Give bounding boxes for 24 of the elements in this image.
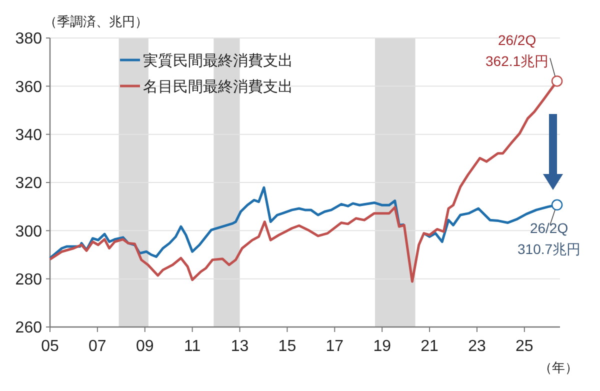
y-tick-label: 280 (15, 271, 42, 288)
y-axis-title: （季調済、兆円） (44, 14, 148, 29)
legend-label: 実質民間最終消費支出 (143, 52, 293, 70)
x-tick-label: 19 (373, 338, 392, 355)
x-tick-label: 11 (184, 338, 201, 355)
x-tick-label: 07 (88, 338, 106, 355)
y-tick-label: 260 (15, 320, 42, 337)
x-axis-title: （年） (539, 360, 578, 375)
y-tick-label: 360 (15, 78, 42, 96)
annotation: 26/2Q 362.1兆円 (486, 32, 549, 70)
x-tick-label: 15 (278, 338, 296, 355)
annotation: 26/2Q 310.7兆円 (518, 220, 581, 257)
y-tick-label: 300 (15, 223, 42, 240)
y-tick-label: 340 (15, 126, 42, 144)
x-tick-label: 23 (468, 338, 486, 355)
x-tick-label: 25 (516, 338, 534, 355)
y-tick-label: 380 (15, 30, 42, 48)
legend-label: 名目民間最終消費支出 (143, 78, 293, 96)
x-tick-label: 09 (136, 338, 154, 355)
y-tick-label: 320 (15, 175, 42, 192)
x-tick-label: 21 (420, 338, 439, 355)
x-tick-label: 17 (326, 338, 344, 355)
x-tick-label: 05 (41, 338, 59, 355)
x-tick-label: 13 (230, 338, 249, 355)
